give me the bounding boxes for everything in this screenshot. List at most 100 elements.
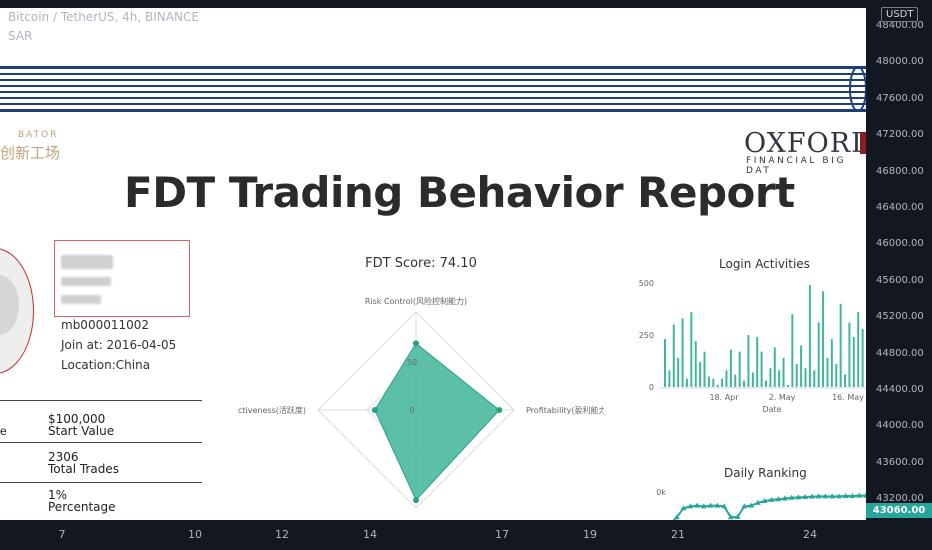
time-tick-label: 19: [583, 528, 597, 541]
ranking-point: [741, 503, 748, 509]
report-image: BATOR 创新工场 OXFORD FINANCIAL BIG DAT FDT …: [0, 120, 866, 520]
avatar: [0, 248, 34, 374]
login-bar: [721, 378, 724, 387]
price-tick-label: 48400.00: [876, 20, 924, 31]
incubator-logo-text: BATOR: [18, 130, 59, 140]
oxford-logo-bar: [860, 132, 866, 154]
oxford-logo-subtitle: FINANCIAL BIG DAT: [746, 156, 847, 176]
profile-join-date: Join at: 2016-04-05: [61, 338, 177, 352]
ranking-point: [768, 496, 775, 502]
radar-point: [496, 407, 503, 413]
ranking-point: [815, 493, 822, 499]
login-bar: [681, 318, 684, 387]
radar-title: FDT Score: 74.10: [365, 256, 477, 271]
stat-total-trades-label: Total Trades: [48, 462, 119, 476]
login-y-tick: 500: [639, 279, 654, 288]
currency-tag[interactable]: USDT: [881, 7, 919, 22]
login-bar: [852, 337, 855, 387]
ranking-line: [672, 494, 866, 520]
radar-point: [413, 497, 419, 504]
time-axis[interactable]: [0, 520, 932, 550]
login-bar: [813, 370, 816, 387]
ranking-point: [721, 503, 728, 509]
radar-area: [374, 342, 501, 502]
radar-axis-label: Activeness(活跃度): [238, 405, 306, 415]
ranking-point: [748, 502, 755, 508]
login-bar: [716, 384, 719, 387]
time-tick-label: 10: [188, 528, 202, 541]
login-y-tick: 250: [639, 331, 654, 340]
ranking-point: [707, 502, 714, 508]
ranking-point: [842, 492, 849, 498]
login-bar: [685, 378, 688, 387]
login-activities-chart: 500 250 0 18. Apr 2. May 16. May Date: [639, 279, 866, 414]
oxford-logo: OXFORD: [744, 128, 866, 159]
login-x-tick: 16. May: [832, 393, 864, 402]
ranking-point: [829, 493, 836, 499]
ranking-point: [680, 505, 687, 511]
login-bar: [848, 322, 851, 387]
login-bar: [822, 291, 825, 387]
login-bar: [738, 351, 741, 387]
stat-divider: [0, 482, 202, 483]
login-bar: [712, 378, 715, 387]
login-y-tick: 0: [649, 383, 654, 392]
price-tick-label: 43600.00: [876, 456, 924, 468]
price-axis[interactable]: [866, 0, 932, 520]
login-bar: [747, 335, 750, 387]
incubator-logo-cn: 创新工场: [0, 144, 61, 162]
price-tick-label: 47600.00: [876, 92, 924, 104]
login-bar: [729, 349, 732, 387]
ranking-point: [856, 492, 863, 498]
ranking-point: [781, 495, 788, 501]
report-title: FDT Trading Behavior Report: [124, 168, 795, 217]
profile-location: Location:China: [61, 358, 151, 372]
login-bar: [668, 370, 671, 387]
ranking-point: [808, 493, 815, 499]
ranking-point: [687, 503, 694, 509]
login-x-tick: 2. May: [769, 393, 796, 402]
login-x-label: Date: [762, 405, 781, 414]
profile-id: mb000011002: [61, 318, 150, 332]
login-bar: [808, 285, 811, 387]
ranking-point: [795, 494, 802, 500]
login-bar: [826, 357, 829, 387]
ranking-title: Daily Ranking: [724, 466, 807, 480]
price-tick-label: 45600.00: [876, 274, 924, 286]
price-tick-label: 44800.00: [876, 347, 924, 359]
symbol-title[interactable]: Bitcoin / TetherUS, 4h, BINANCE: [8, 10, 199, 24]
radar-point: [413, 340, 419, 347]
ranking-point: [727, 514, 734, 520]
time-tick-label: 12: [275, 528, 289, 541]
login-bar: [817, 322, 820, 387]
indicator-label[interactable]: SAR: [8, 29, 33, 43]
login-bar: [707, 376, 710, 387]
stat-start-value: $100,000: [48, 412, 106, 426]
login-bar: [857, 312, 860, 387]
price-tick-label: 46000.00: [876, 238, 924, 250]
ranking-y-tick: 0k: [656, 488, 666, 497]
login-bar: [751, 372, 754, 387]
login-bar: [677, 357, 680, 387]
stat-divider: [0, 400, 202, 401]
login-bar: [760, 351, 763, 387]
radar-axis-label: Risk Control(风险控制能力): [365, 296, 467, 306]
login-bar: [830, 339, 833, 387]
ranking-point: [734, 513, 741, 519]
login-bar: [800, 345, 803, 387]
login-x-tick: 18. Apr: [709, 393, 739, 402]
login-bar: [778, 370, 781, 387]
time-tick-label: 14: [363, 528, 377, 541]
ranking-point: [775, 496, 782, 502]
login-bar: [703, 351, 706, 387]
ranking-point: [694, 502, 701, 508]
price-tick-label: 48000.00: [876, 56, 924, 68]
radar-axis-label: Profitability(盈利能力): [526, 405, 604, 415]
price-tick-label: 46800.00: [876, 165, 924, 177]
ranking-point: [673, 514, 680, 520]
time-tick-label: 24: [803, 528, 817, 541]
radar-tick-label: 0: [409, 406, 414, 415]
ranking-point: [822, 493, 829, 499]
redacted-name-box: [54, 240, 190, 317]
time-tick-label: 7: [58, 528, 66, 541]
